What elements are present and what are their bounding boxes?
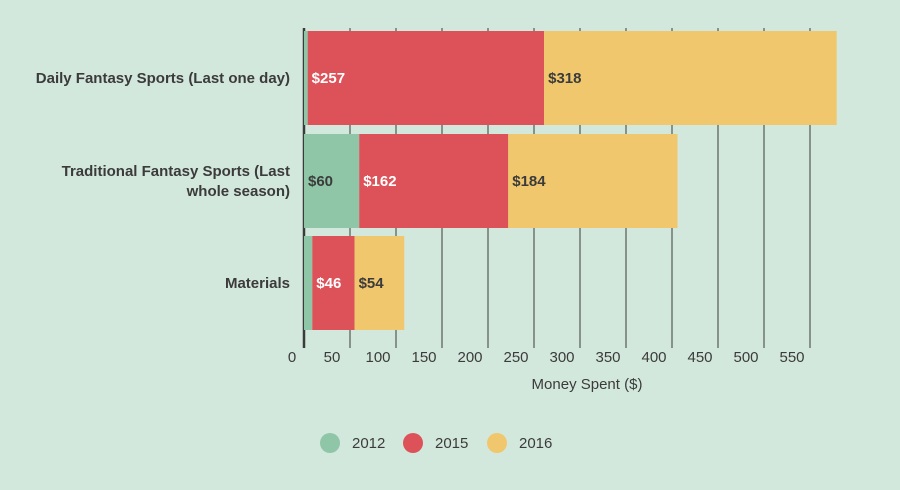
category-label-1-1: whole season) bbox=[186, 183, 290, 200]
bar-2012-1 bbox=[304, 134, 360, 228]
x-tick-0: 0 bbox=[288, 349, 296, 366]
legend-swatch-2016 bbox=[487, 433, 507, 453]
bar-2015-0 bbox=[307, 31, 545, 125]
x-axis-ticks: 0 50 100 150 200 250 300 350 400 450 500 550 bbox=[288, 349, 805, 366]
x-tick-150: 150 bbox=[411, 349, 436, 366]
x-tick-300: 300 bbox=[549, 349, 574, 366]
data-label-2016-2: $54 bbox=[359, 275, 385, 292]
x-tick-450: 450 bbox=[687, 349, 712, 366]
bar-2016-1 bbox=[508, 134, 678, 228]
x-axis-title: Money Spent ($) bbox=[532, 376, 643, 393]
legend: 2012 2015 2016 bbox=[320, 433, 552, 453]
x-tick-200: 200 bbox=[457, 349, 482, 366]
x-tick-50: 50 bbox=[324, 349, 341, 366]
category-labels: Daily Fantasy Sports (Last one day) Tradi… bbox=[36, 70, 290, 292]
bar-2015-2 bbox=[312, 236, 355, 330]
data-label-2016-0: $318 bbox=[548, 70, 581, 87]
data-label-2015-0: $257 bbox=[312, 70, 345, 87]
legend-label-2015: 2015 bbox=[435, 435, 468, 452]
data-label-2016-1: $184 bbox=[512, 173, 546, 190]
bar-2016-0 bbox=[544, 31, 837, 125]
x-tick-100: 100 bbox=[365, 349, 390, 366]
bar-2012-2 bbox=[304, 236, 313, 330]
x-tick-400: 400 bbox=[641, 349, 666, 366]
legend-label-2012: 2012 bbox=[352, 435, 385, 452]
bar-2012-0 bbox=[304, 31, 308, 125]
legend-label-2016: 2016 bbox=[519, 435, 552, 452]
x-tick-350: 350 bbox=[595, 349, 620, 366]
legend-swatch-2012 bbox=[320, 433, 340, 453]
category-label-2-0: Materials bbox=[225, 275, 290, 292]
data-label-2012-1: $60 bbox=[308, 173, 333, 190]
data-labels: $257 $318 $60 $162 $184 $46 $54 bbox=[308, 70, 581, 292]
bar-2016-2 bbox=[354, 236, 405, 330]
bars bbox=[304, 31, 837, 330]
category-label-1-0: Traditional Fantasy Sports (Last bbox=[62, 163, 290, 180]
data-label-2015-2: $46 bbox=[316, 275, 341, 292]
x-tick-250: 250 bbox=[503, 349, 528, 366]
legend-swatch-2015 bbox=[403, 433, 423, 453]
x-tick-500: 500 bbox=[733, 349, 758, 366]
category-label-0-0: Daily Fantasy Sports (Last one day) bbox=[36, 70, 290, 87]
bar-2015-1 bbox=[359, 134, 509, 228]
x-tick-550: 550 bbox=[779, 349, 804, 366]
data-label-2015-1: $162 bbox=[363, 173, 396, 190]
